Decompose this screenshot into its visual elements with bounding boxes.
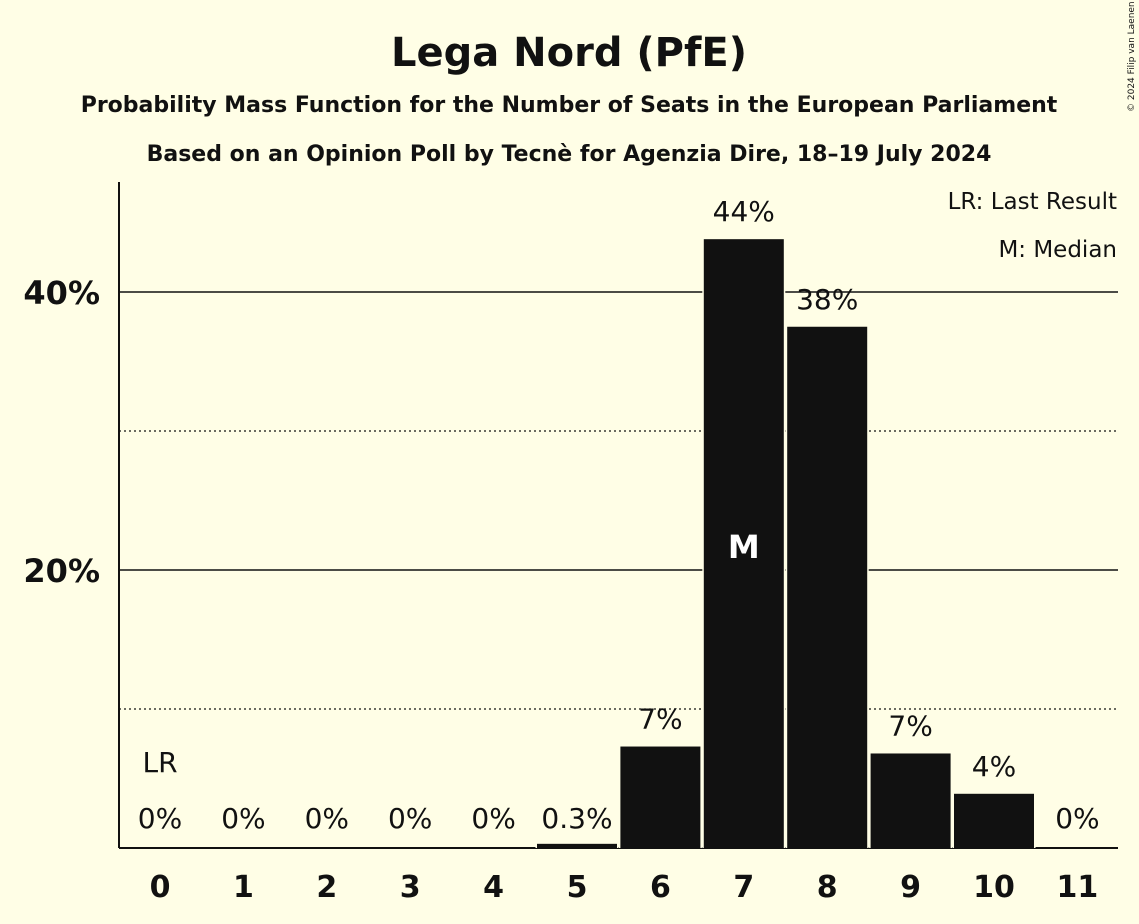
- legend-median: M: Median: [998, 237, 1117, 263]
- bar: [620, 746, 701, 848]
- value-label: 0%: [471, 802, 515, 835]
- x-tick-label: 10: [973, 870, 1015, 905]
- value-label: 0.3%: [541, 802, 612, 835]
- copyright: © 2024 Filip van Laenen: [1127, 1, 1137, 112]
- median-marker: M: [728, 528, 760, 566]
- legend-last-result: LR: Last Result: [948, 189, 1117, 215]
- x-tick-label: 0: [150, 870, 171, 905]
- bar: [954, 793, 1034, 848]
- value-label: 7%: [888, 709, 932, 742]
- value-label: 38%: [796, 283, 858, 316]
- value-label: 7%: [638, 703, 682, 736]
- bar: [870, 753, 951, 848]
- value-label: 0%: [388, 802, 432, 835]
- x-tick-label: 4: [483, 870, 504, 905]
- last-result-marker: LR: [142, 746, 177, 779]
- chart-subtitle: Probability Mass Function for the Number…: [81, 93, 1058, 118]
- x-tick-label: 2: [316, 870, 337, 905]
- value-label: 0%: [1055, 802, 1099, 835]
- value-label: 0%: [138, 802, 182, 835]
- bar: [703, 239, 784, 848]
- x-tick-label: 3: [400, 870, 421, 905]
- x-tick-label: 6: [650, 870, 671, 905]
- value-label: 44%: [713, 195, 775, 228]
- bar: [787, 326, 868, 848]
- chart-title: Lega Nord (PfE): [391, 30, 747, 76]
- x-tick-label: 9: [900, 870, 921, 905]
- value-label: 4%: [972, 750, 1016, 783]
- chart-subtitle-2: Based on an Opinion Poll by Tecnè for Ag…: [147, 142, 992, 167]
- y-tick-label: 40%: [23, 274, 100, 312]
- x-tick-label: 8: [817, 870, 838, 905]
- x-tick-label: 7: [733, 870, 754, 905]
- y-tick-label: 20%: [23, 552, 100, 590]
- bar: [537, 843, 617, 848]
- x-tick-label: 11: [1057, 870, 1099, 905]
- value-label: 0%: [221, 802, 265, 835]
- x-tick-label: 5: [567, 870, 588, 905]
- value-label: 0%: [305, 802, 349, 835]
- x-tick-label: 1: [233, 870, 254, 905]
